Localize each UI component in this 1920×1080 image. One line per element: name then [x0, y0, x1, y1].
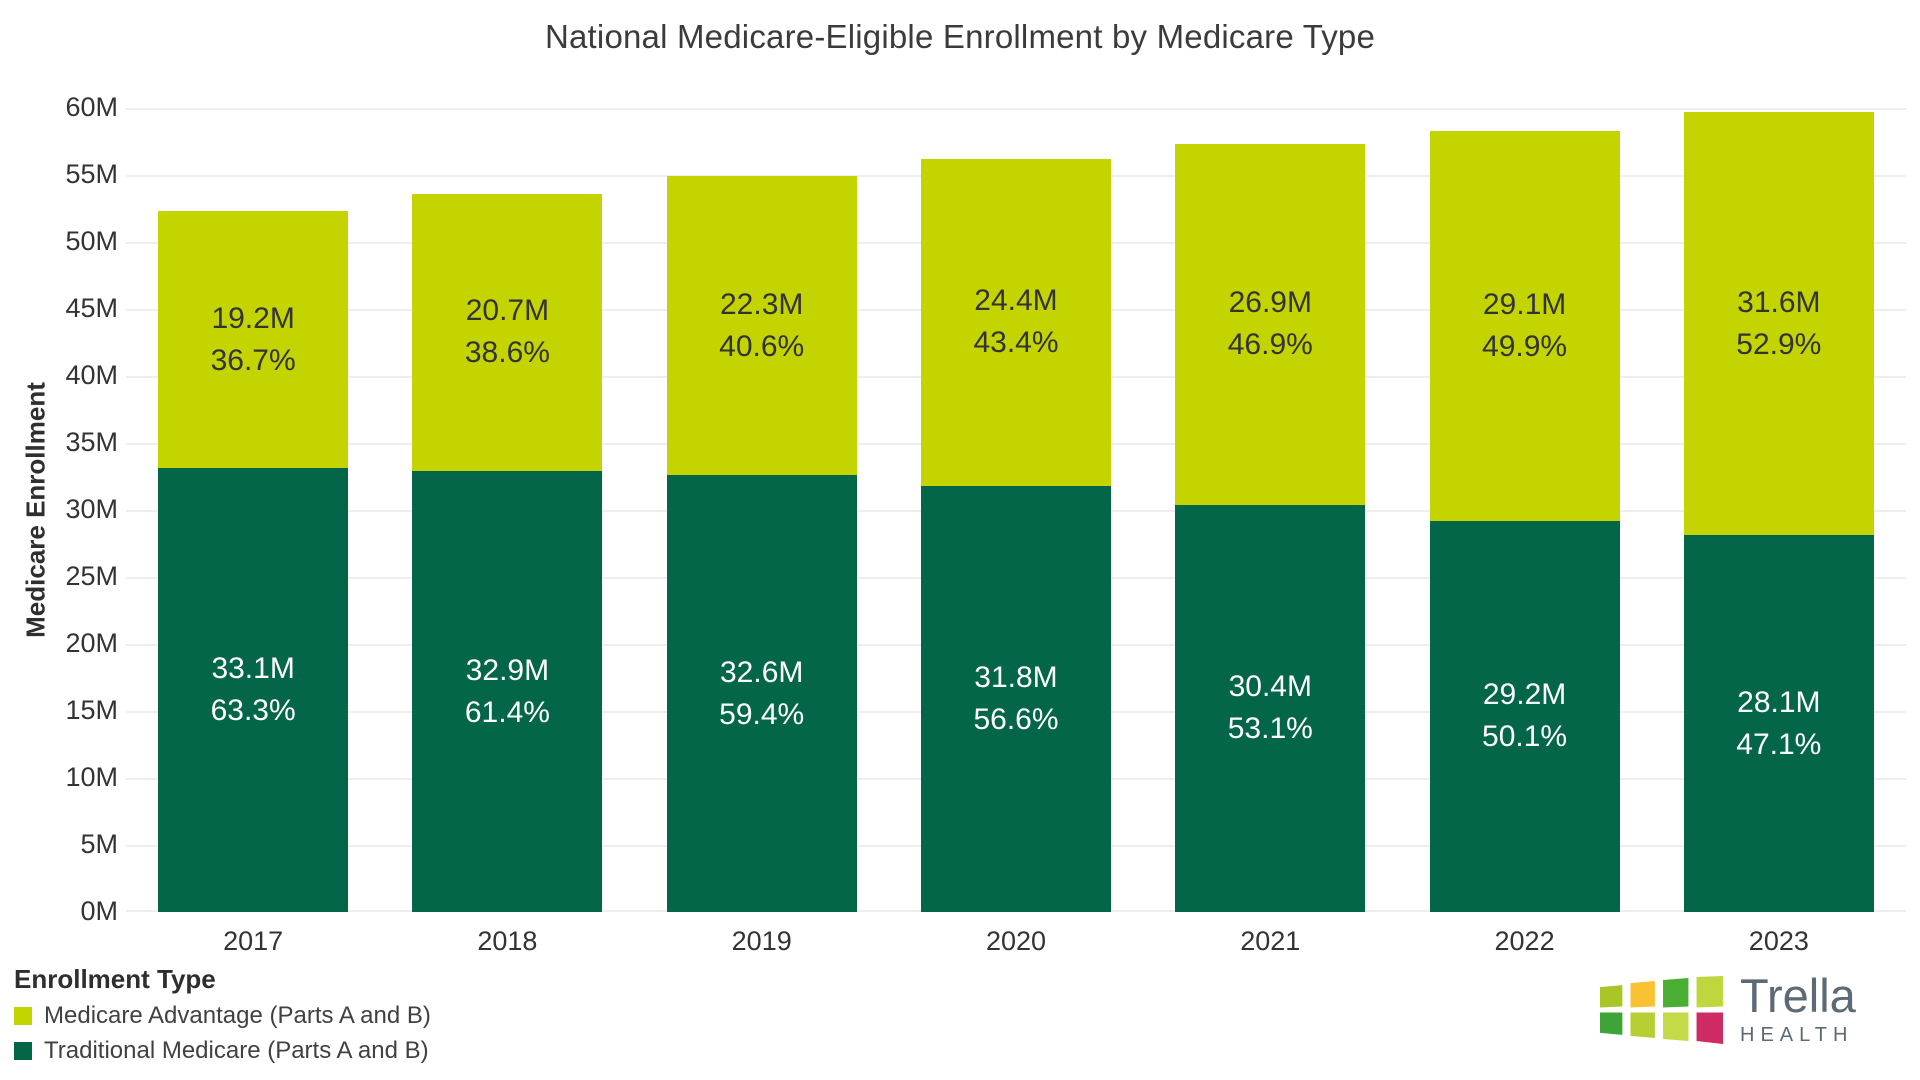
logo-tiles-icon: [1600, 975, 1723, 1044]
segment-percent-label: 63.3%: [210, 694, 296, 728]
y-tick-label: 10M: [65, 762, 118, 792]
y-tick-label: 0M: [80, 896, 118, 926]
legend-items: Medicare Advantage (Parts A and B) Tradit…: [14, 1002, 431, 1065]
y-tick-label: 5M: [80, 829, 118, 859]
segment-value-label: 28.1M: [1737, 685, 1821, 719]
segment-percent-label: 46.9%: [1227, 328, 1313, 362]
bar-segment[interactable]: 22.3M 40.6%: [666, 176, 857, 476]
segment-percent-label: 49.9%: [1482, 329, 1568, 363]
logo-tile: [1696, 975, 1723, 1007]
bar-segment[interactable]: 29.1M 49.9%: [1429, 130, 1620, 521]
segment-value-label: 26.9M: [1228, 286, 1312, 320]
segment-value-label: 29.1M: [1482, 287, 1567, 321]
segment-value-label: 32.6M: [720, 655, 804, 689]
bar-segment[interactable]: 33.1M 63.3%: [158, 468, 349, 912]
bar-stack-2021: 26.9M 46.9% 30.4M 53.1%: [1175, 144, 1366, 912]
bar-stack-2019: 22.3M 40.6% 32.6M 59.4%: [666, 176, 857, 912]
y-tick-label: 40M: [65, 360, 118, 390]
x-tick-label: 2023: [1748, 926, 1809, 956]
logo-tile: [1630, 980, 1655, 1007]
chart-title: National Medicare-Eligible Enrollment by…: [544, 18, 1376, 55]
bar-stack-2017: 19.2M 36.7% 33.1M 63.3%: [158, 211, 349, 912]
bar-segment[interactable]: 28.1M 47.1%: [1683, 535, 1874, 912]
logo-brand-text: Trella: [1740, 969, 1856, 1022]
segment-percent-label: 36.7%: [210, 343, 296, 377]
segment-value-label: 33.1M: [211, 652, 295, 686]
bar-segment[interactable]: 31.6M 52.9%: [1683, 112, 1874, 536]
y-tick-label: 35M: [65, 427, 118, 457]
trella-health-logo: Trella HEALTH: [1600, 972, 1856, 1047]
segment-percent-label: 40.6%: [719, 329, 805, 363]
bar-segment[interactable]: 31.8M 56.6%: [921, 485, 1111, 912]
segment-value-label: 31.6M: [1737, 285, 1821, 319]
legend-swatch-icon: [14, 1042, 32, 1060]
logo-tile: [1663, 1012, 1689, 1041]
y-tick-label: 50M: [65, 226, 118, 256]
segment-value-label: 20.7M: [465, 294, 550, 328]
segment-value-label: 31.8M: [974, 660, 1058, 694]
y-tick-label: 25M: [65, 561, 118, 591]
y-tick-label: 30M: [65, 494, 118, 524]
y-tick-label: 20M: [65, 628, 118, 658]
logo-division-text: HEALTH: [1740, 1024, 1854, 1046]
segment-percent-label: 59.4%: [719, 697, 805, 731]
logo-tile: [1600, 1012, 1623, 1035]
bar-segment[interactable]: 32.9M 61.4%: [412, 471, 603, 912]
x-tick-label: 2018: [477, 926, 538, 956]
legend-item[interactable]: Traditional Medicare (Parts A and B): [14, 1037, 431, 1065]
segment-value-label: 30.4M: [1228, 670, 1312, 704]
segment-percent-label: 61.4%: [464, 695, 550, 729]
segment-percent-label: 43.4%: [973, 326, 1059, 360]
bar-stack-2022: 29.1M 49.9% 29.2M 50.1%: [1429, 130, 1620, 912]
y-tick-label: 45M: [65, 293, 118, 323]
legend-title: Enrollment Type: [14, 964, 216, 994]
bar-segment[interactable]: 24.4M 43.4%: [921, 158, 1111, 486]
y-tick-label: 15M: [65, 695, 118, 725]
segment-value-label: 22.3M: [720, 287, 804, 321]
segment-percent-label: 56.6%: [973, 702, 1059, 736]
bar-segment[interactable]: 32.6M 59.4%: [666, 475, 857, 912]
y-tick-label: 60M: [65, 92, 118, 122]
x-tick-label: 2020: [985, 926, 1047, 956]
legend: Enrollment Type Medicare Advantage (Part…: [14, 964, 431, 1065]
segment-value-label: 29.2M: [1482, 678, 1567, 712]
bar-segment[interactable]: 20.7M 38.6%: [412, 193, 603, 472]
bar-segment[interactable]: 26.9M 46.9%: [1175, 144, 1366, 505]
segment-percent-label: 38.6%: [464, 336, 550, 370]
plot-area: 19.2M 36.7% 33.1M 63.3% 20.7M 38.6% 32.9M 61.4%…: [126, 108, 1906, 912]
y-tick-label: 55M: [65, 159, 118, 189]
bar-segment[interactable]: 19.2M 36.7%: [158, 211, 349, 469]
bar-stack-2020: 24.4M 43.4% 31.8M 56.6%: [921, 158, 1111, 912]
segment-percent-label: 50.1%: [1482, 720, 1568, 754]
logo-tile: [1630, 1012, 1655, 1038]
logo-tile: [1663, 977, 1689, 1007]
segment-value-label: 19.2M: [211, 301, 295, 335]
bar-segment[interactable]: 30.4M 53.1%: [1175, 504, 1366, 912]
legend-item[interactable]: Medicare Advantage (Parts A and B): [14, 1002, 431, 1030]
bar-stack-2023: 31.6M 52.9% 28.1M 47.1%: [1683, 112, 1874, 912]
x-tick-label: 2019: [731, 926, 792, 956]
x-tick-label: 2022: [1494, 926, 1555, 956]
x-tick-label: 2017: [223, 926, 284, 956]
segment-value-label: 32.9M: [465, 653, 550, 687]
logo-wordmark: Trella HEALTH: [1740, 972, 1856, 1047]
x-tick-label: 2021: [1240, 926, 1301, 956]
segment-percent-label: 47.1%: [1736, 727, 1822, 761]
bar-stack-2018: 20.7M 38.6% 32.9M 61.4%: [412, 193, 603, 912]
segment-percent-label: 52.9%: [1736, 327, 1822, 361]
y-axis-tick-labels: 0M 5M 10M 15M 20M 25M 30M 35M 40M 45M 50M 55M 60M: [0, 0, 118, 1080]
segment-percent-label: 53.1%: [1227, 712, 1313, 746]
x-axis-tick-labels: 2017 2018 2019 2020 2021 2022 2023: [126, 926, 1906, 966]
logo-tile: [1696, 1012, 1723, 1044]
legend-item-label: Medicare Advantage (Parts A and B): [44, 1002, 431, 1029]
legend-swatch-icon: [14, 1007, 32, 1025]
gridline: [126, 108, 1906, 110]
legend-item-label: Traditional Medicare (Parts A and B): [44, 1037, 429, 1064]
segment-value-label: 24.4M: [974, 284, 1058, 318]
bar-segment[interactable]: 29.2M 50.1%: [1429, 520, 1620, 912]
logo-tile: [1600, 984, 1623, 1007]
